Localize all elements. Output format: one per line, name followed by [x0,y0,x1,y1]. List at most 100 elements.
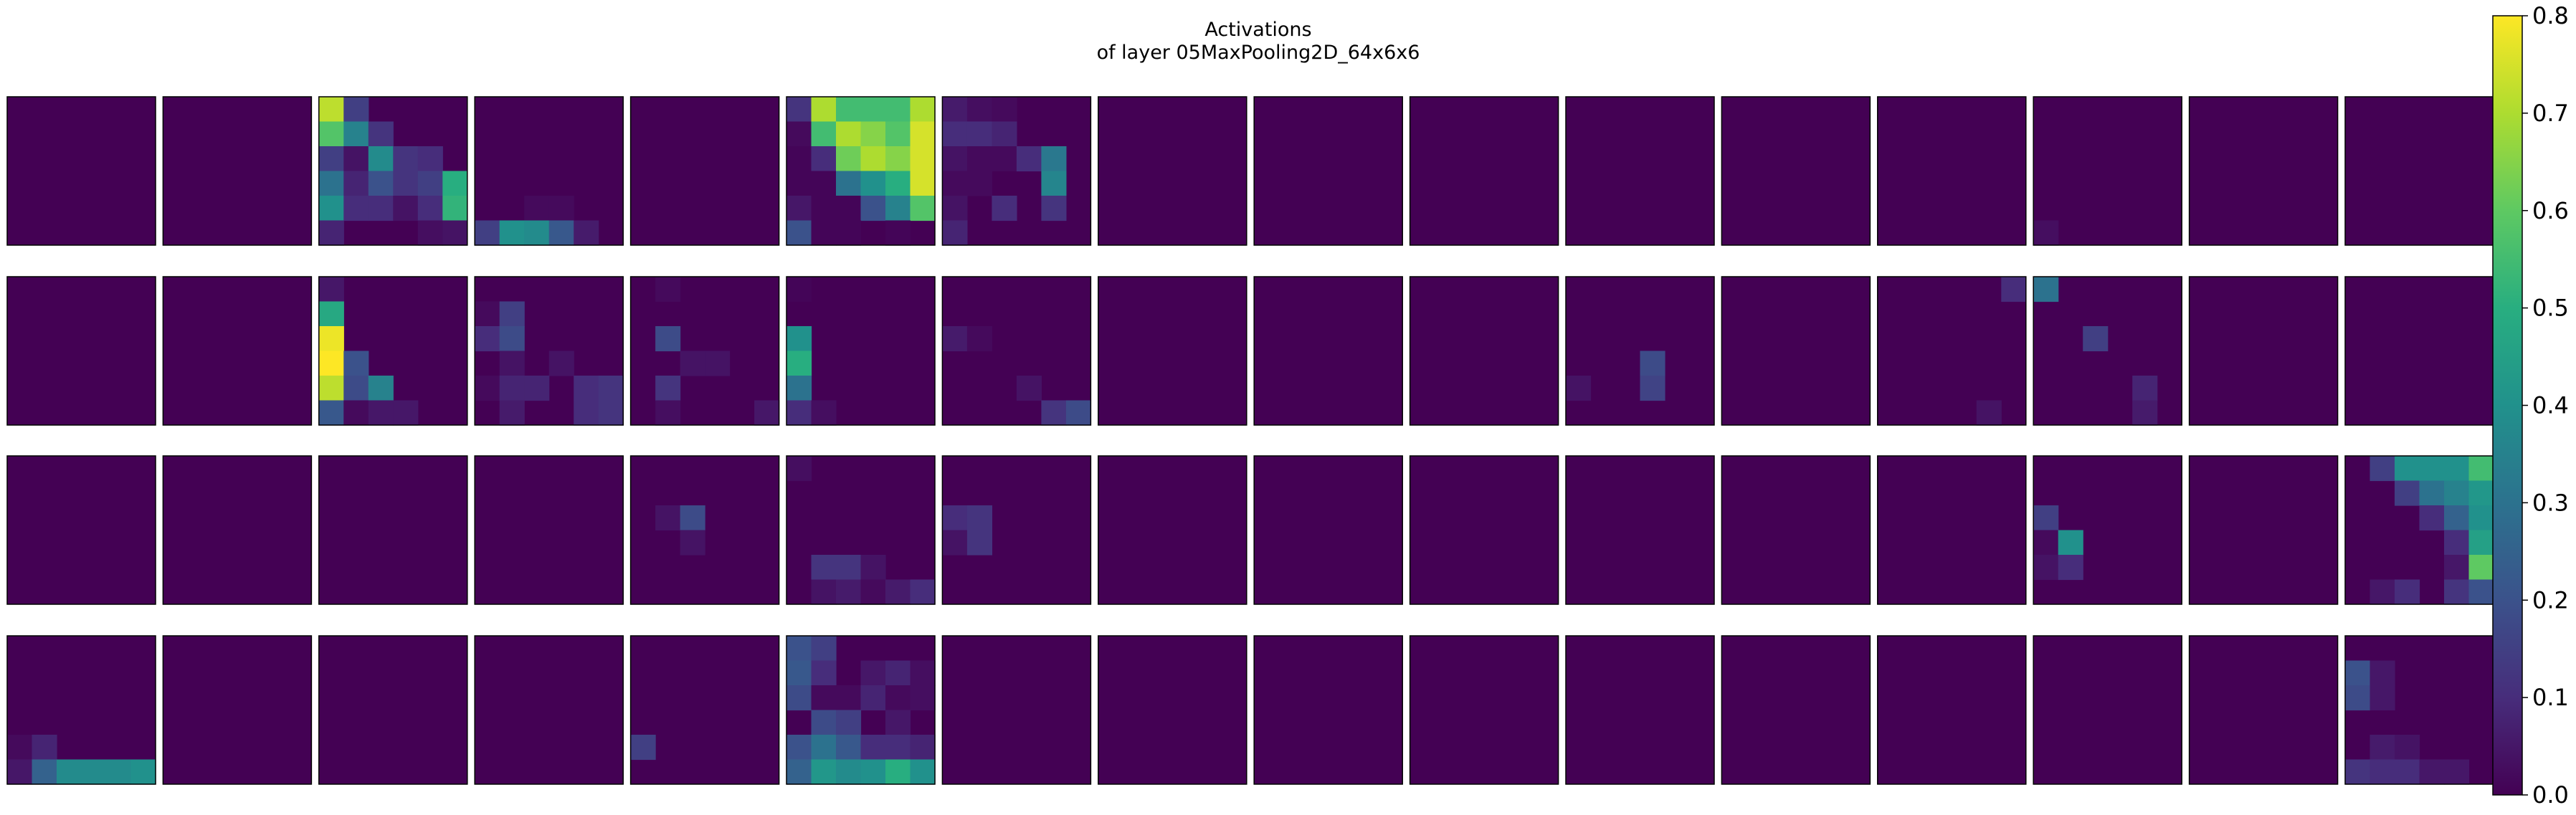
activation-cell [885,685,911,711]
panel-frame [786,276,936,426]
activation-cell [442,196,468,221]
activation-cell [966,97,992,123]
panel-background [1254,97,1403,245]
panel-frame [1565,276,1715,426]
activation-cell [992,196,1017,221]
activation-panel [318,96,468,246]
activation-cell [368,121,394,147]
activation-cell [786,97,812,123]
panel-frame [1565,96,1715,246]
panel-background [475,456,624,604]
activation-panel [2033,635,2182,785]
activation-cell [2444,505,2470,531]
colorbar: 0.0 0.1 0.2 0.3 0.4 0.5 0.6 0.7 0.8 [2492,2,2569,809]
activation-cell [836,685,862,711]
panel-background [2189,97,2338,245]
panel-frame [941,455,1092,605]
activation-panel [1721,635,1871,785]
activation-cell [475,301,500,327]
activation-panel [1721,455,1871,605]
activation-panel [786,276,936,426]
activation-cell [860,171,886,196]
activation-panel [318,455,468,605]
activation-panel [162,635,313,785]
activation-cell [655,326,681,352]
activation-panel [6,635,156,785]
activation-cell [836,171,862,196]
activation-cell [786,351,812,376]
panel-frame [1253,96,1403,246]
activation-cell [992,97,1017,123]
panel-frame [629,96,780,246]
panel-frame [474,96,624,246]
activation-cell [2468,530,2494,556]
activation-cell [2345,660,2371,686]
panel-frame [1877,276,2027,426]
activation-cell [885,735,911,761]
activation-cell [2468,505,2494,531]
activation-cell [836,735,862,761]
activation-cell [475,220,500,246]
activation-cell [32,735,57,761]
activation-cell [1016,146,1042,172]
activation-cell [417,196,443,221]
activation-cell [1041,196,1067,221]
activation-cell [318,171,344,196]
activation-panel [474,276,624,426]
activation-panel [474,455,624,605]
activation-cell [966,146,992,172]
activation-cell [318,326,344,352]
activation-cell [2444,480,2470,506]
activation-cell [393,146,419,172]
panel-frame [786,455,936,605]
panel-background [942,636,1091,784]
panel-frame [2033,96,2182,246]
activation-cell [475,376,500,401]
panel-background [1410,636,1559,784]
panel-frame [1098,455,1247,605]
activation-cell [885,710,911,735]
activation-cell [885,220,911,246]
panel-background [163,97,312,245]
activation-panel [2033,96,2182,246]
colorbar-tick-label: 0.8 [2532,2,2569,29]
activation-panel [1721,276,1871,426]
colorbar-tick-label: 0.2 [2532,586,2569,614]
activation-panel [1409,635,1559,785]
activation-cell [655,376,681,401]
activation-panel [786,96,936,246]
activation-cell [574,220,599,246]
activation-cell [2033,220,2059,246]
activation-cell [786,277,812,302]
activation-cell [836,555,862,581]
activation-cell [910,97,936,123]
panel-background [1098,97,1247,245]
activation-cell [786,660,812,686]
panel-frame [474,455,624,605]
panel-frame [1565,455,1715,605]
panel-frame [474,276,624,426]
colorbar-tick-label: 0.1 [2532,684,2569,711]
activation-cell [2444,530,2470,556]
activation-cell [885,171,911,196]
activation-panel [1565,635,1715,785]
activation-cell [966,171,992,196]
activation-cell [811,710,837,735]
activation-panel [1877,96,2027,246]
activation-cell [942,220,968,246]
activation-panel [474,635,624,785]
activation-panel [1253,276,1403,426]
activation-cell [2395,579,2420,605]
activation-cell [574,376,599,401]
activation-cell [548,196,574,221]
activation-cell [942,505,968,531]
panel-frame [6,96,156,246]
activation-cell [343,121,369,147]
activation-cell [786,456,812,482]
activation-cell [2395,735,2420,761]
activation-cell [860,660,886,686]
activation-cell [2444,456,2470,482]
activation-cell [885,196,911,221]
activation-cell [7,759,33,785]
